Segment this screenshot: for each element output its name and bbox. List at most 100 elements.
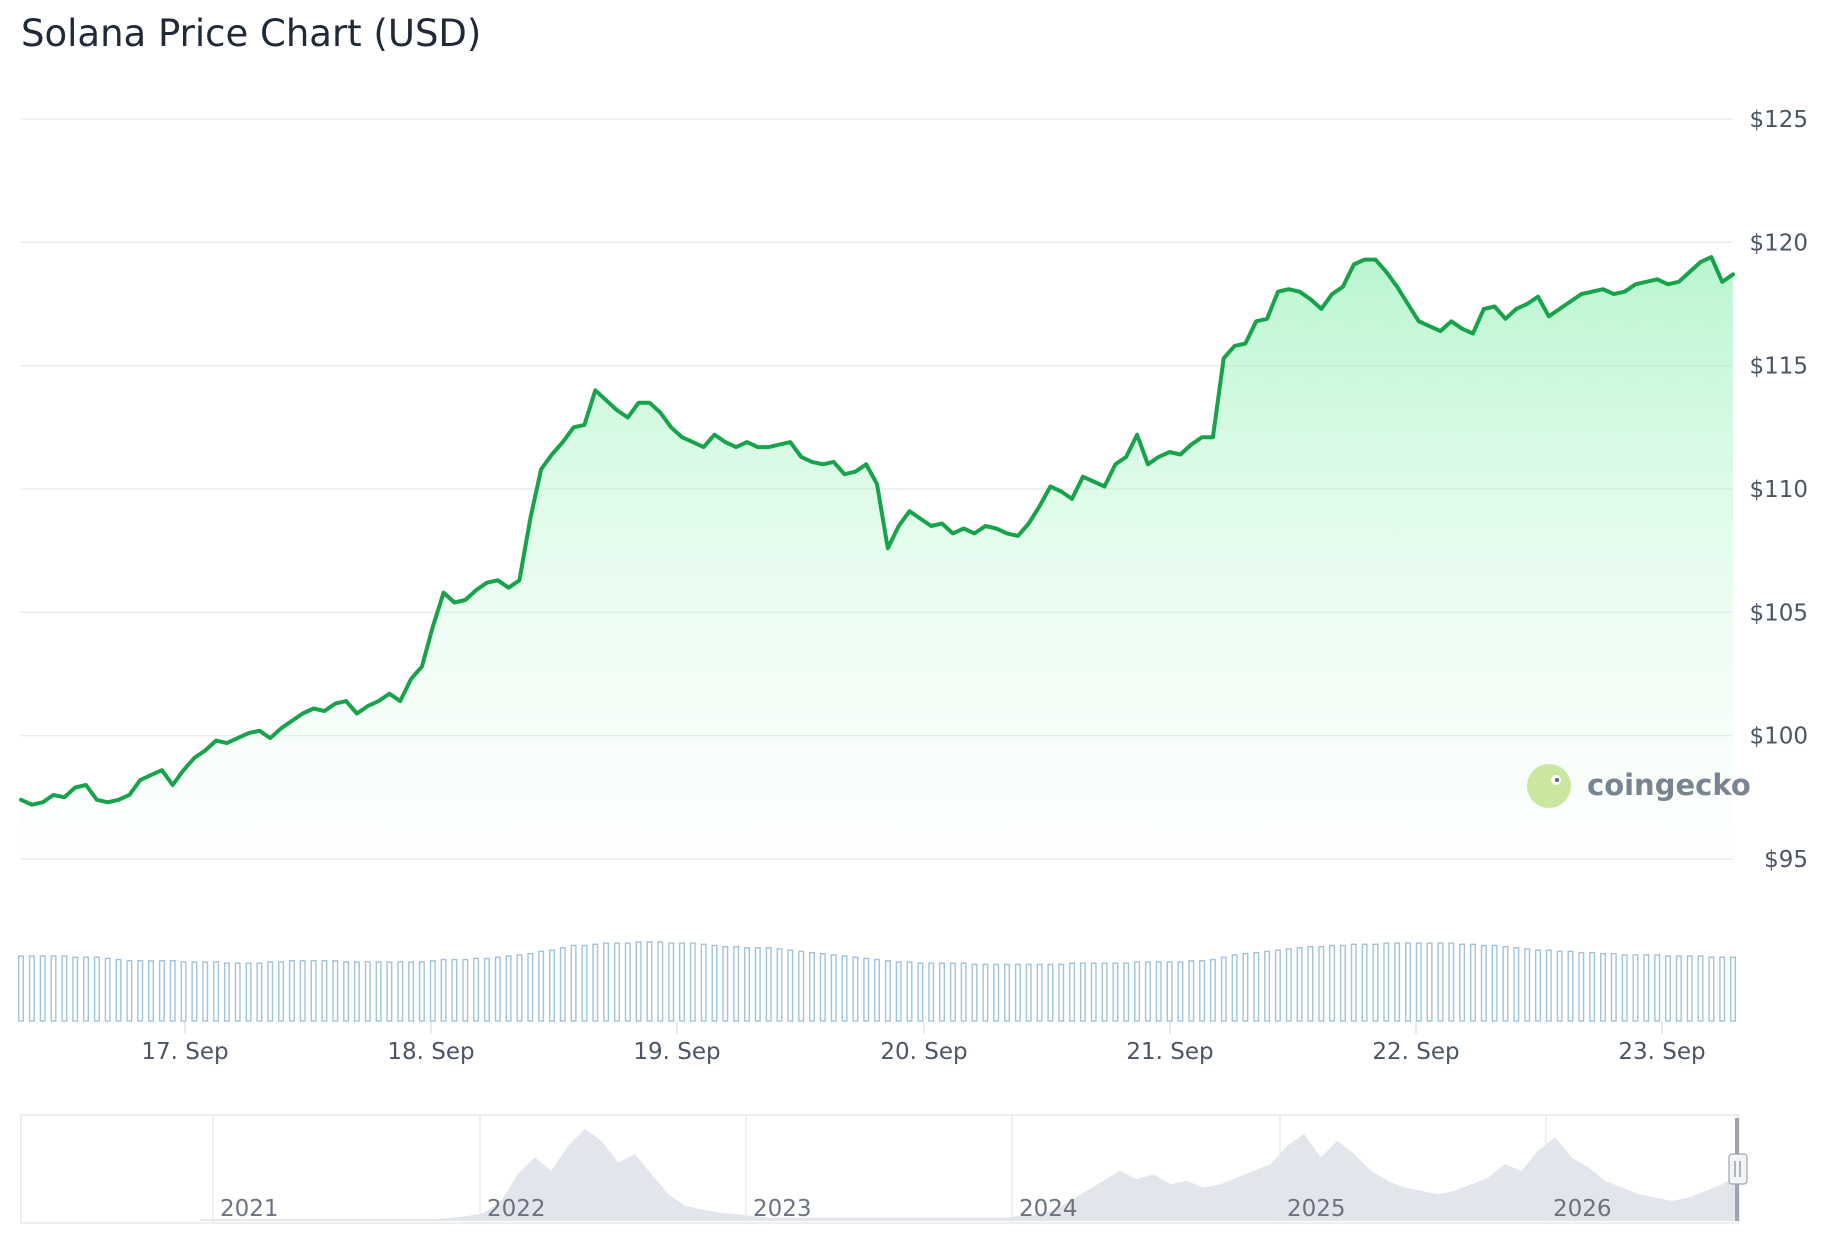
volume-bar [1285, 948, 1292, 1022]
volume-bar [1220, 956, 1227, 1022]
navigator-drag-handle[interactable] [1728, 1153, 1748, 1185]
volume-bar [1632, 954, 1639, 1022]
volume-bar [928, 962, 935, 1022]
volume-bar [440, 958, 447, 1022]
volume-bar [278, 961, 285, 1022]
volume-bar [1404, 942, 1411, 1022]
volume-bar [1654, 954, 1661, 1022]
volume-bar [581, 944, 588, 1022]
navigator-history-area [200, 1129, 1739, 1221]
volume-bar [1480, 944, 1487, 1022]
volume-bar [1708, 956, 1715, 1022]
volume-bar [104, 957, 111, 1022]
volume-bar [213, 961, 220, 1022]
volume-bar [1296, 947, 1303, 1022]
volume-bar [1534, 949, 1541, 1022]
volume-bar [635, 941, 642, 1022]
x-axis-tick-label: 20. Sep [880, 1039, 967, 1065]
volume-bar [1123, 962, 1130, 1022]
volume-bar [82, 956, 89, 1022]
volume-bar [61, 955, 68, 1022]
volume-bar [1231, 954, 1238, 1022]
volume-bar [1101, 962, 1108, 1022]
volume-bar [657, 941, 664, 1022]
volume-bar [1090, 962, 1097, 1022]
volume-bar [256, 962, 263, 1022]
navigator-layer[interactable]: 2021 2022 2023 2024 2025 2026 [20, 1114, 1748, 1224]
x-axis-layer: 17. Sep 18. Sep 19. Sep 20. Sep 21. Sep 22. S… [141, 1022, 1706, 1065]
volume-bar [1383, 942, 1390, 1022]
volume-bar [1686, 955, 1693, 1022]
volume-bar [1437, 942, 1444, 1022]
volume-bar [180, 961, 187, 1022]
navigator-year-label: 2021 [220, 1196, 279, 1222]
volume-bar [949, 962, 956, 1022]
volume-bar [169, 960, 176, 1022]
navigator-year-label: 2025 [1287, 1196, 1346, 1222]
volume-bar [1513, 947, 1520, 1022]
volume-bar [960, 962, 967, 1022]
y-axis-tick-label: $125 [1749, 107, 1808, 133]
volume-bar [1719, 956, 1726, 1022]
volume-bar [1621, 954, 1628, 1022]
volume-bar [1469, 943, 1476, 1022]
volume-bar [1014, 963, 1021, 1022]
volume-bar [570, 944, 577, 1022]
navigator-year-label: 2024 [1019, 1196, 1078, 1222]
volume-bar [1556, 950, 1563, 1022]
volume-bar [809, 951, 816, 1022]
volume-bar [1155, 961, 1162, 1022]
volume-bar [39, 955, 46, 1022]
volume-bar [516, 954, 523, 1022]
navigator-year-label: 2022 [487, 1196, 546, 1222]
coingecko-pupil-icon [1555, 778, 1559, 782]
volume-bar [1372, 943, 1379, 1022]
volume-bar [765, 947, 772, 1022]
volume-bar [1188, 960, 1195, 1022]
volume-bar [332, 960, 339, 1022]
volume-bar [689, 942, 696, 1022]
volume-bar [1729, 956, 1736, 1022]
volume-bar [1058, 963, 1065, 1022]
volume-bar [798, 950, 805, 1022]
volume-bar [646, 941, 653, 1022]
volume-bar [1318, 946, 1325, 1022]
volume-bar [1242, 953, 1249, 1022]
volume-bar [863, 957, 870, 1022]
volume-bar [310, 960, 317, 1022]
volume-bar [343, 961, 350, 1022]
volume-bar [505, 955, 512, 1022]
volume-bar [549, 949, 556, 1022]
volume-bar [462, 958, 469, 1022]
x-axis-tick-label: 17. Sep [141, 1039, 228, 1065]
volume-bar [733, 946, 740, 1022]
volume-bar [624, 942, 631, 1022]
volume-bar [1025, 963, 1032, 1022]
volume-bar [1589, 951, 1596, 1022]
volume-bar [191, 961, 198, 1022]
volume-bar [754, 947, 761, 1022]
volume-bar [1610, 953, 1617, 1022]
y-axis-tick-label: $120 [1749, 230, 1808, 256]
volume-bar [1578, 951, 1585, 1022]
volume-bar [1253, 951, 1260, 1022]
volume-bar [115, 958, 122, 1022]
y-axis-tick-label: $95 [1764, 847, 1808, 873]
volume-bar [137, 960, 144, 1022]
volume-bar [397, 961, 404, 1022]
price-line [19, 255, 1735, 807]
y-axis-tick-label: $105 [1749, 600, 1808, 626]
volume-bar [527, 953, 534, 1022]
coingecko-logo-icon [1527, 764, 1571, 808]
volume-bar [668, 942, 675, 1022]
y-axis-tick-label: $110 [1749, 477, 1808, 503]
volume-bar [1274, 949, 1281, 1022]
x-axis-tick-label: 23. Sep [1618, 1039, 1705, 1065]
volume-bar [1459, 943, 1466, 1022]
volume-bar [1112, 962, 1119, 1022]
volume-bar [267, 961, 274, 1022]
volume-bar [1069, 962, 1076, 1022]
volume-bar [559, 947, 566, 1022]
navigator-year-label: 2023 [753, 1196, 812, 1222]
